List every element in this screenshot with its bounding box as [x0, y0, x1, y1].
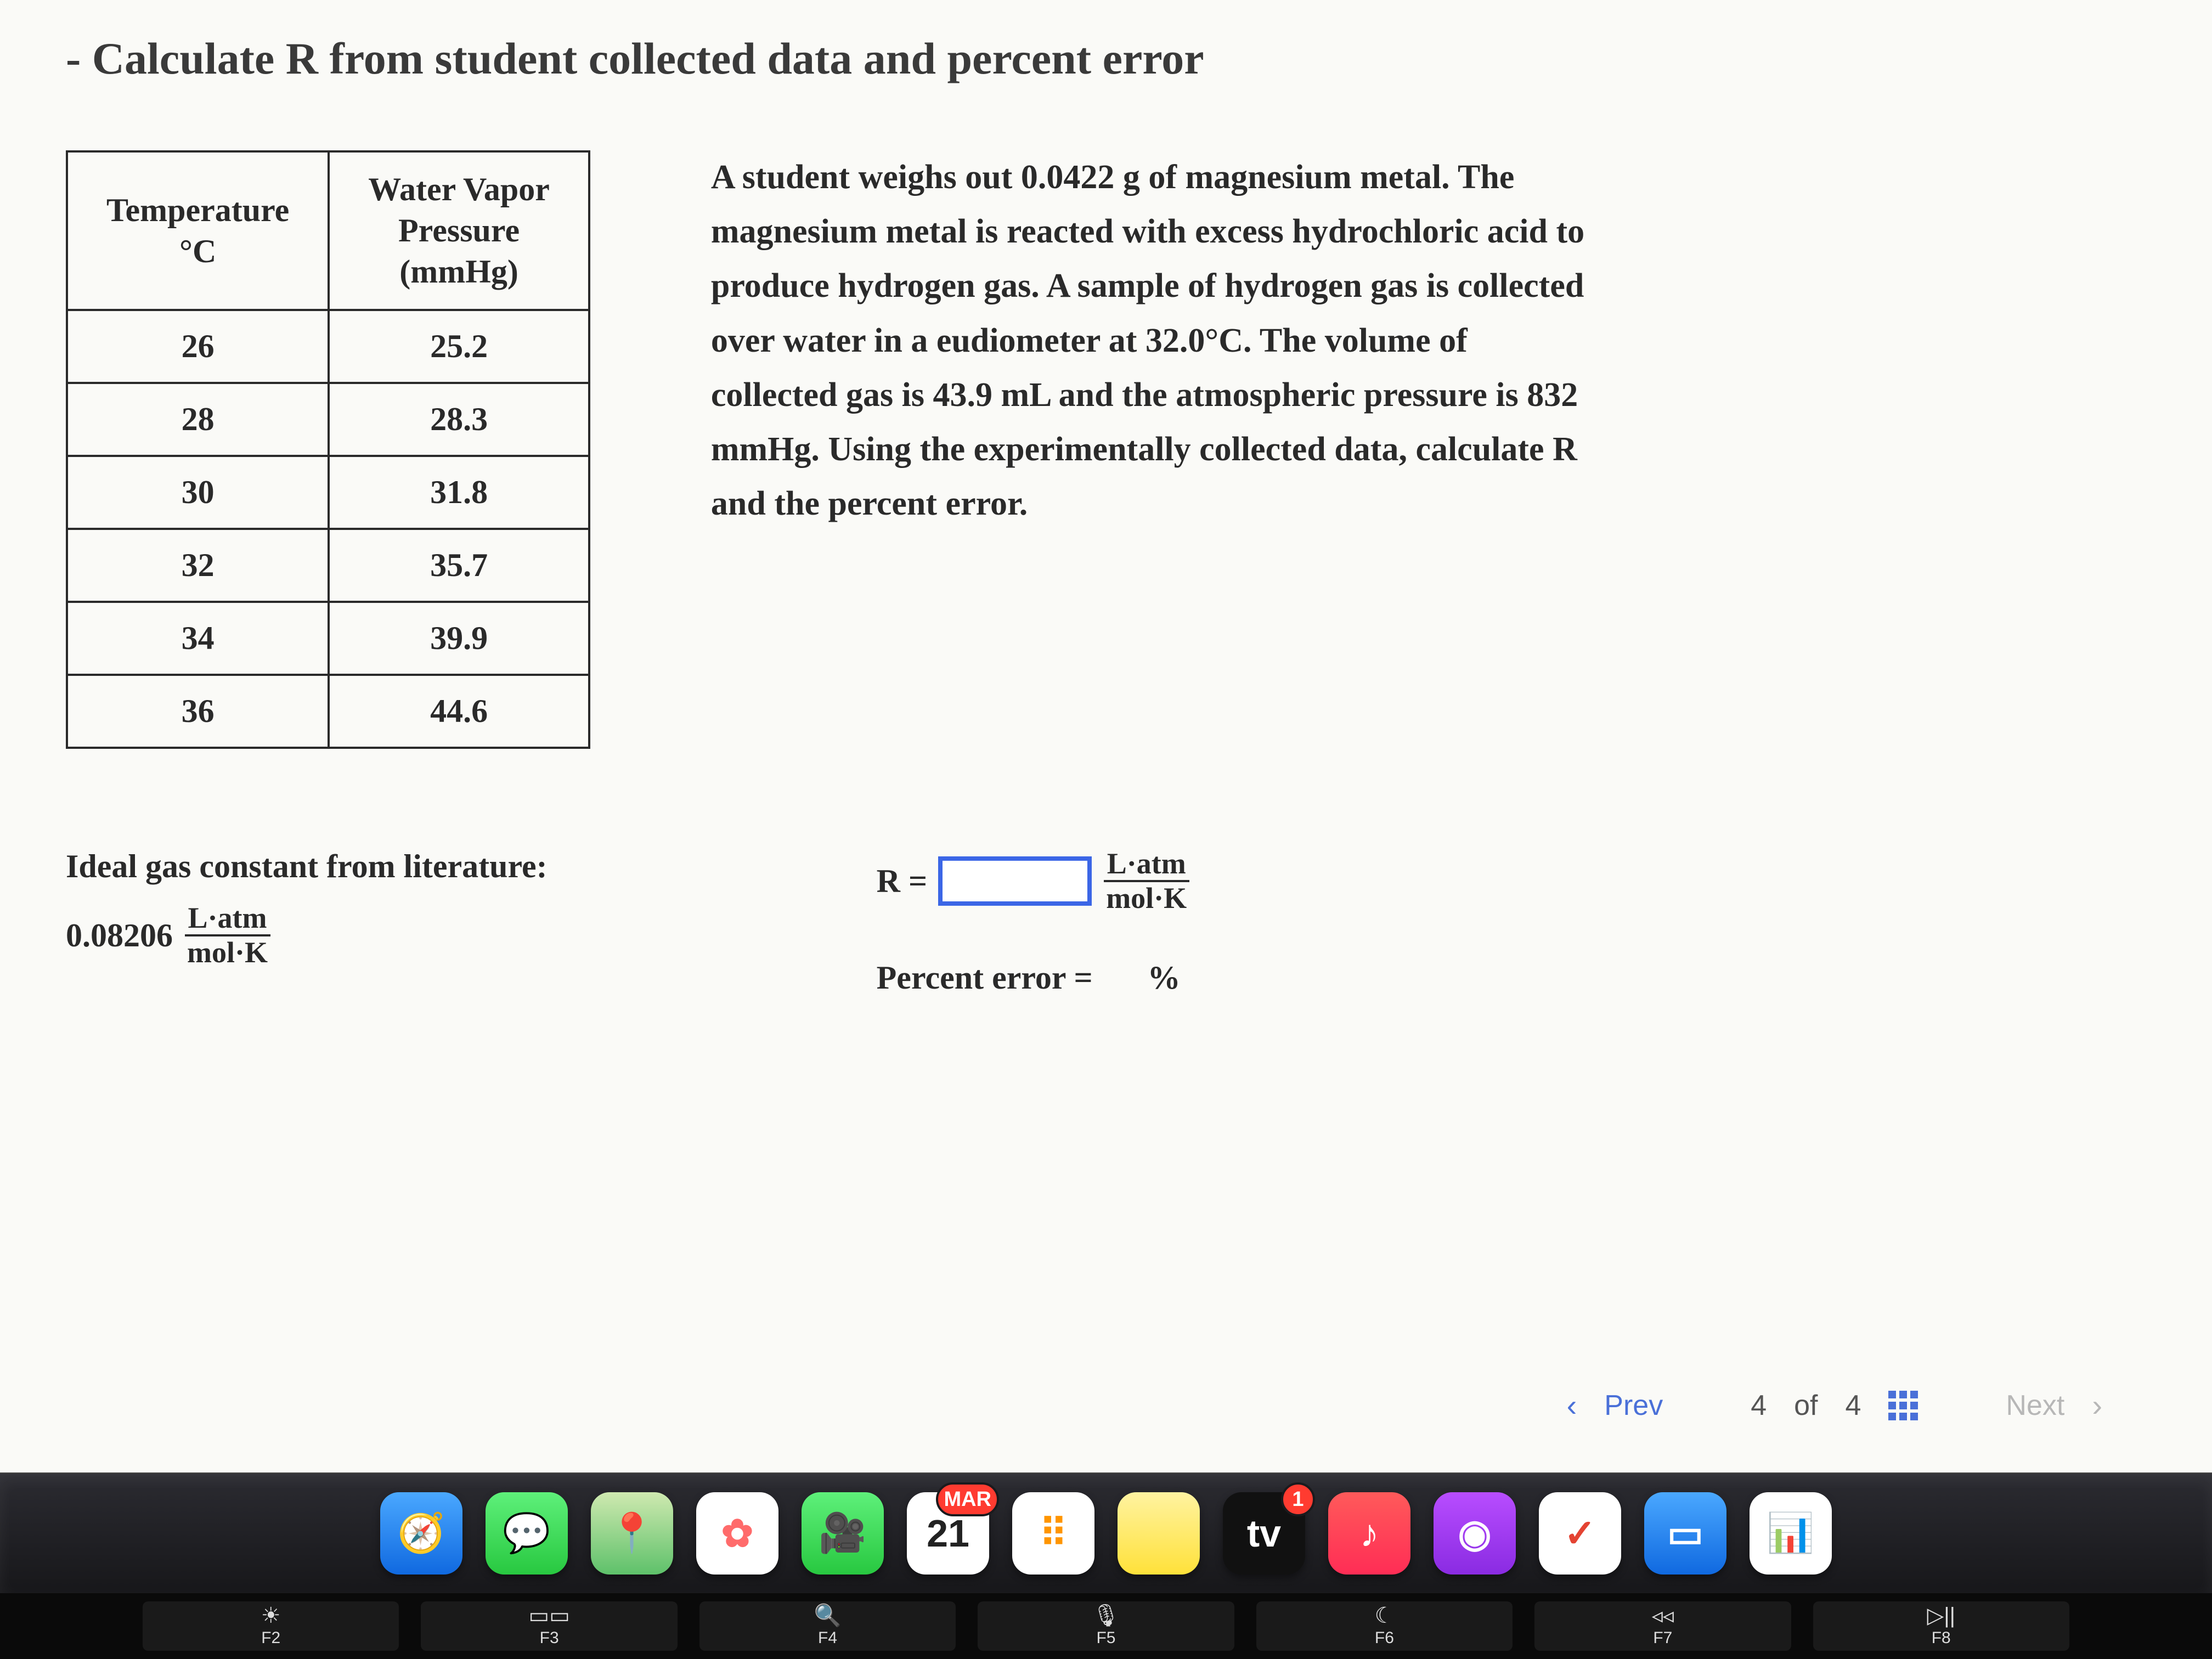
cell-wvp: 39.9 — [329, 602, 589, 675]
literature-constant: Ideal gas constant from literature: 0.08… — [66, 848, 548, 969]
table-row: 3235.7 — [67, 529, 589, 602]
cell-temp: 28 — [67, 383, 329, 456]
cell-wvp: 44.6 — [329, 675, 589, 748]
dock-keynote-icon[interactable]: ▭ — [1644, 1492, 1726, 1575]
percent-error-unit: % — [1148, 959, 1181, 997]
dock-facetime-icon[interactable]: 🎥 — [802, 1492, 884, 1575]
next-button: Next — [2006, 1389, 2064, 1422]
r-unit: L·atm mol·K — [1103, 848, 1190, 915]
col-header-temp: Temperature °C — [67, 151, 329, 310]
nav-total: 4 — [1846, 1389, 1861, 1422]
key-f7: ◃◃F7 — [1534, 1601, 1791, 1651]
literature-unit: L·atm mol·K — [184, 902, 271, 969]
next-chevron-icon: › — [2092, 1387, 2102, 1423]
dock-numbers-icon[interactable]: 📊 — [1750, 1492, 1832, 1575]
cell-temp: 32 — [67, 529, 329, 602]
prev-button[interactable]: Prev — [1604, 1389, 1663, 1422]
cell-temp: 26 — [67, 310, 329, 383]
dock-tv-icon[interactable]: tv1 — [1223, 1492, 1305, 1575]
table-row: 2828.3 — [67, 383, 589, 456]
dock-todoist-icon[interactable]: ✓ — [1539, 1492, 1621, 1575]
key-f6: ☾F6 — [1256, 1601, 1513, 1651]
table-row: 3644.6 — [67, 675, 589, 748]
r-input[interactable] — [938, 856, 1092, 906]
table-row: 2625.2 — [67, 310, 589, 383]
percent-error-label: Percent error = — [877, 959, 1093, 997]
key-f2: ☀F2 — [143, 1601, 399, 1651]
cell-wvp: 28.3 — [329, 383, 589, 456]
cell-temp: 36 — [67, 675, 329, 748]
dock-safari-icon[interactable]: 🧭 — [380, 1492, 462, 1575]
dock-calendar-icon[interactable]: 21MAR — [907, 1492, 989, 1575]
dock-maps-icon[interactable]: 📍 — [591, 1492, 673, 1575]
dock-music-icon[interactable]: ♪ — [1328, 1492, 1410, 1575]
problem-statement: A student weighs out 0.0422 g of magnesi… — [711, 150, 1589, 531]
literature-label: Ideal gas constant from literature: — [66, 848, 548, 885]
cell-wvp: 31.8 — [329, 456, 589, 529]
dock-photos-icon[interactable]: ✿ — [696, 1492, 778, 1575]
key-f3: ▭▭F3 — [421, 1601, 677, 1651]
r-label: R = — [877, 862, 928, 900]
key-f5: 🎙F5 — [978, 1601, 1234, 1651]
key-f8: ▷||F8 — [1813, 1601, 2069, 1651]
badge: 1 — [1281, 1482, 1315, 1516]
cell-wvp: 25.2 — [329, 310, 589, 383]
col-header-wvp: Water Vapor Pressure (mmHg) — [329, 151, 589, 310]
cell-wvp: 35.7 — [329, 529, 589, 602]
dock-messages-icon[interactable]: 💬 — [486, 1492, 568, 1575]
dock-podcasts-icon[interactable]: ◉ — [1434, 1492, 1516, 1575]
dock-notes-icon[interactable] — [1118, 1492, 1200, 1575]
cell-temp: 30 — [67, 456, 329, 529]
table-row: 3031.8 — [67, 456, 589, 529]
vapor-pressure-table: Temperature °C Water Vapor Pressure (mmH… — [66, 150, 590, 749]
badge: MAR — [936, 1482, 999, 1516]
cell-temp: 34 — [67, 602, 329, 675]
macos-dock: 🧭 💬 📍 ✿ 🎥 21MAR ⠿ tv1 ♪ ◉ ✓ ▭ 📊 — [0, 1472, 2212, 1593]
table-row: 3439.9 — [67, 602, 589, 675]
grid-icon[interactable] — [1888, 1391, 1918, 1420]
nav-of: of — [1794, 1389, 1818, 1422]
question-nav: ‹ Prev 4 of 4 Next › — [1567, 1387, 2102, 1423]
key-f4: 🔍F4 — [699, 1601, 956, 1651]
nav-position: 4 — [1751, 1389, 1767, 1422]
literature-value: 0.08206 — [66, 917, 173, 955]
dock-reminders-icon[interactable]: ⠿ — [1012, 1492, 1094, 1575]
page-title: - Calculate R from student collected dat… — [66, 33, 2146, 84]
prev-chevron-icon[interactable]: ‹ — [1567, 1387, 1577, 1423]
keyboard-fn-row: ☀F2 ▭▭F3 🔍F4 🎙F5 ☾F6 ◃◃F7 ▷||F8 — [0, 1593, 2212, 1659]
